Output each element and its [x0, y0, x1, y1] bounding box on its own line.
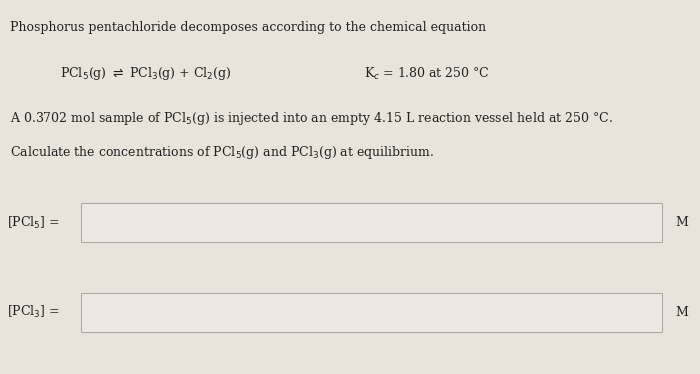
Text: K$_c$ = 1.80 at 250 °C: K$_c$ = 1.80 at 250 °C: [364, 65, 490, 82]
Text: Phosphorus pentachloride decomposes according to the chemical equation: Phosphorus pentachloride decomposes acco…: [10, 21, 486, 34]
Text: [PCl$_5$] =: [PCl$_5$] =: [7, 214, 60, 231]
Text: Calculate the concentrations of PCl$_5$(g) and PCl$_3$(g) at equilibrium.: Calculate the concentrations of PCl$_5$(…: [10, 144, 435, 161]
Text: M: M: [676, 216, 688, 229]
Text: A 0.3702 mol sample of PCl$_5$(g) is injected into an empty 4.15 L reaction vess: A 0.3702 mol sample of PCl$_5$(g) is inj…: [10, 110, 613, 127]
FancyBboxPatch shape: [80, 292, 662, 332]
FancyBboxPatch shape: [80, 203, 662, 242]
Text: [PCl$_3$] =: [PCl$_3$] =: [7, 304, 60, 321]
Text: M: M: [676, 306, 688, 319]
Text: PCl$_5$(g) $\rightleftharpoons$ PCl$_3$(g) + Cl$_2$(g): PCl$_5$(g) $\rightleftharpoons$ PCl$_3$(…: [60, 65, 231, 82]
